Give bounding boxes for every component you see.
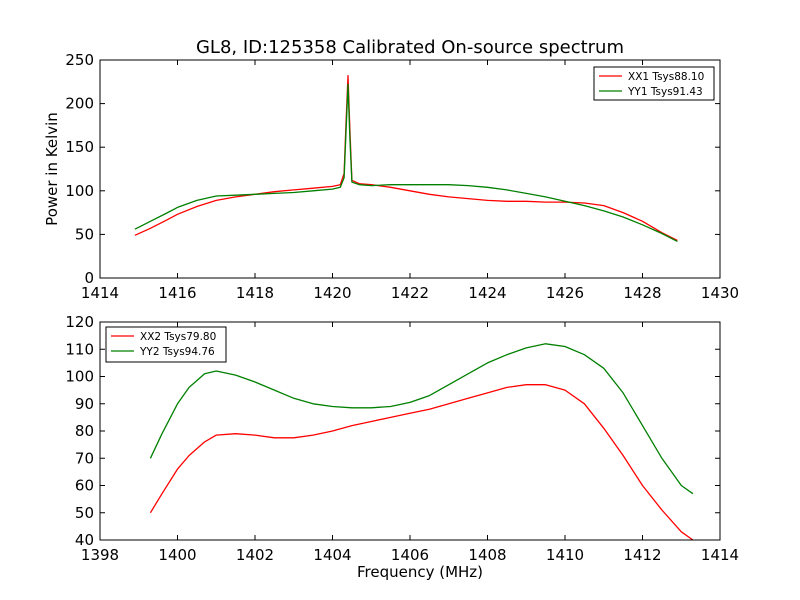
y-tick-label: 150	[65, 138, 94, 156]
series-line-2	[149, 343, 694, 495]
top-panel: 1414 1416 1418 1420 1422 1424 1426 1428 1430 0 50 1…	[43, 51, 739, 302]
y-tick-label: 80	[75, 422, 94, 440]
x-tick-label: 1410	[546, 546, 584, 564]
y-axis-label: Power in Kelvin	[43, 112, 61, 226]
x-tick-label: 1416	[158, 284, 196, 302]
y-tick-label: 100	[65, 368, 94, 386]
x-tick-label: 1430	[701, 284, 739, 302]
x-axis-label: Frequency (MHz)	[357, 563, 483, 581]
y-tick-label: 90	[75, 395, 94, 413]
x-tick-label: 1422	[391, 284, 429, 302]
y-tick-label: 120	[65, 313, 94, 331]
x-tick-label: 1426	[546, 284, 584, 302]
x-tick-label: 1412	[623, 546, 661, 564]
x-tick-label: 1418	[236, 284, 274, 302]
x-tick-label: 1420	[313, 284, 351, 302]
x-tick-label: 1414	[81, 284, 119, 302]
y-tick-label: 110	[65, 340, 94, 358]
legend: XX2 Tsys79.80 YY2 Tsys94.76	[105, 326, 227, 363]
x-tick-label: 1402	[236, 546, 274, 564]
x-tick-label: 1428	[623, 284, 661, 302]
x-tick-label: 1414	[701, 546, 739, 564]
legend-label: YY1 Tsys91.43	[627, 86, 703, 98]
legend-label: XX1 Tsys88.10	[628, 71, 704, 83]
y-tick-label: 50	[75, 504, 94, 522]
legend-box	[105, 326, 227, 363]
legend: XX1 Tsys88.10 YY1 Tsys91.43	[593, 66, 715, 101]
x-tick-label: 1424	[468, 284, 506, 302]
legend-box	[593, 66, 715, 101]
series-line-1	[149, 384, 694, 541]
x-tick-label: 1404	[313, 546, 351, 564]
figure-title: GL8, ID:125358 Calibrated On-source spec…	[196, 37, 624, 58]
x-tick-label: 1398	[81, 546, 119, 564]
y-tick-label: 50	[75, 225, 94, 243]
y-tick-label: 250	[65, 51, 94, 69]
y-tick-label: 60	[75, 477, 94, 495]
x-tick-label: 1408	[468, 546, 506, 564]
y-tick-label: 40	[75, 531, 94, 549]
bottom-panel: 1398 1400 1402 1404 1406 1408 1410 1412 1414 40 50…	[65, 313, 739, 581]
y-tick-label: 70	[75, 449, 94, 467]
legend-label: YY2 Tsys94.76	[139, 346, 215, 358]
series-line-2	[134, 83, 678, 242]
x-tick-label: 1400	[158, 546, 196, 564]
y-tick-label: 0	[84, 269, 94, 287]
x-tick-label: 1406	[391, 546, 429, 564]
y-tick-label: 100	[65, 182, 94, 200]
y-tick-label: 200	[65, 95, 94, 113]
legend-label: XX2 Tsys79.80	[140, 331, 216, 343]
